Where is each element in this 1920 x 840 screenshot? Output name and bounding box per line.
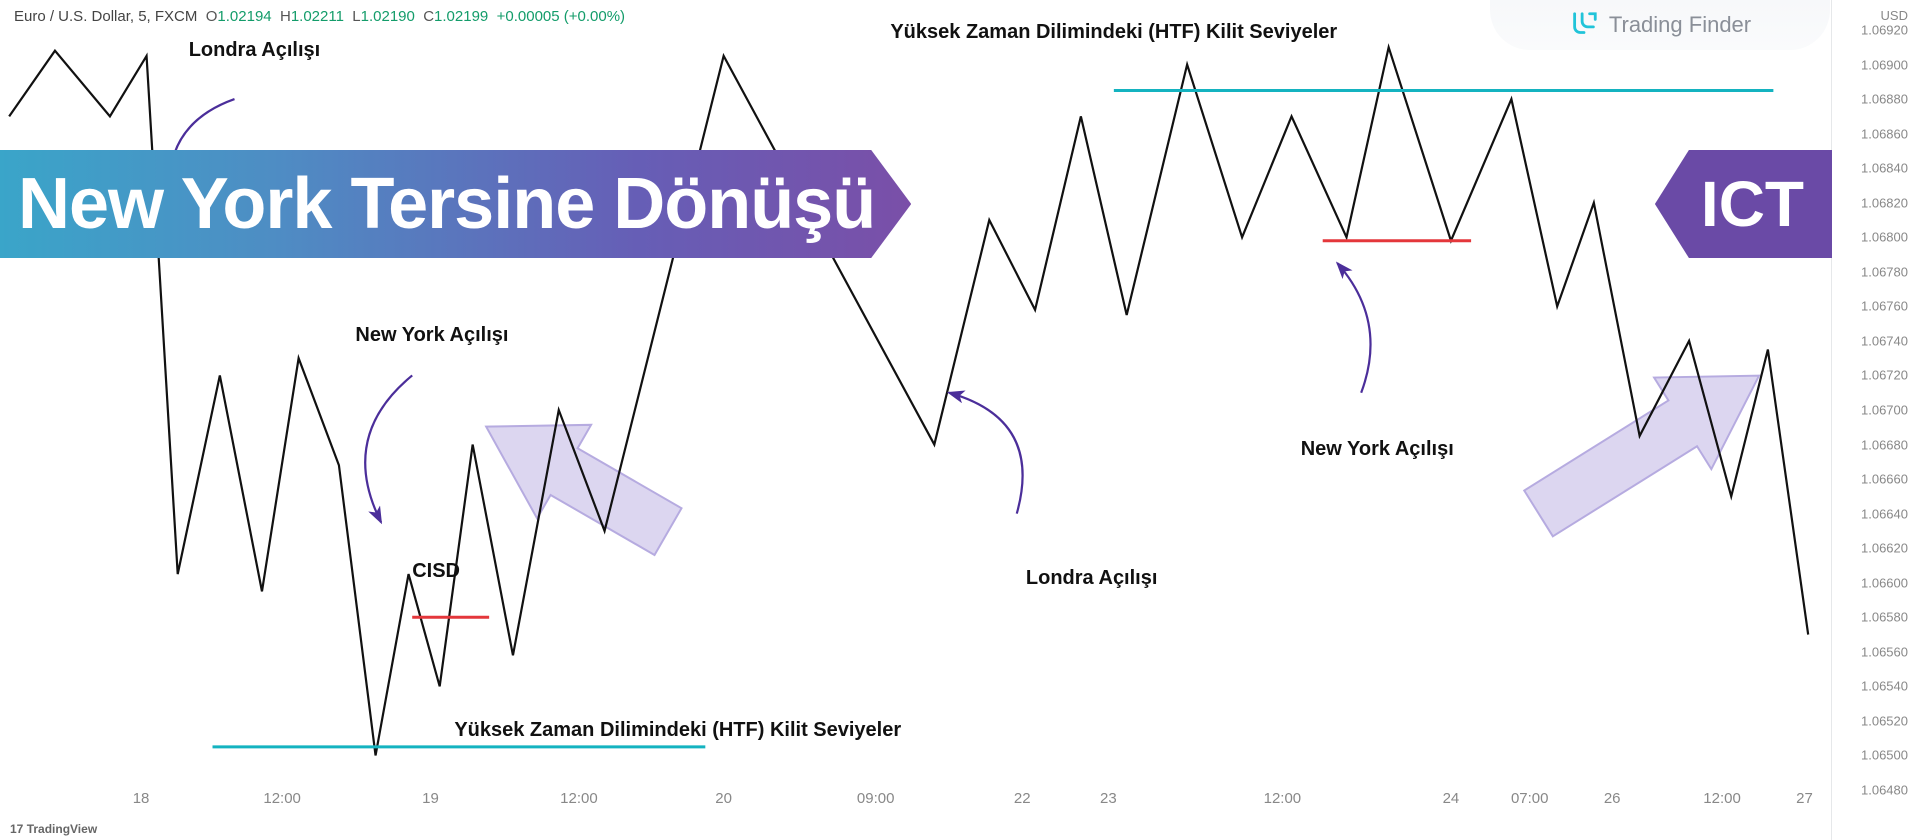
o-label: O: [206, 8, 218, 25]
x-tick: 27: [1796, 790, 1813, 807]
y-tick: 1.06520: [1861, 713, 1908, 728]
x-tick: 12:00: [263, 790, 301, 807]
x-tick: 18: [133, 790, 150, 807]
y-tick: 1.06700: [1861, 403, 1908, 418]
annotation-label: Londra Açılışı: [1026, 567, 1158, 590]
c-label: C: [423, 8, 434, 25]
annotation-label: New York Açılışı: [1301, 438, 1454, 461]
y-tick: 1.06600: [1861, 575, 1908, 590]
x-tick: 23: [1100, 790, 1117, 807]
ict-text: ICT: [1701, 167, 1804, 241]
y-tick: 1.06720: [1861, 368, 1908, 383]
l-value: 1.02190: [361, 8, 415, 25]
y-tick: 1.06820: [1861, 195, 1908, 210]
y-tick: 1.06640: [1861, 506, 1908, 521]
h-value: 1.02211: [291, 8, 344, 25]
c-value: 1.02199: [434, 8, 488, 25]
x-tick: 22: [1014, 790, 1031, 807]
plot-svg: [0, 30, 1832, 790]
symbol-header: Euro / U.S. Dollar, 5, FXCM O1.02194 H1.…: [14, 8, 625, 25]
plot-area: Londra Açılışı New York Açılışı CISD Yüksek…: [0, 30, 1832, 790]
x-tick: 09:00: [857, 790, 895, 807]
y-tick: 1.06480: [1861, 783, 1908, 798]
ghost-arrow: [486, 425, 681, 555]
tradingview-watermark: 17 TradingView: [10, 822, 97, 836]
h-label: H: [280, 8, 291, 25]
callout-arrow: [365, 375, 412, 522]
l-label: L: [352, 8, 360, 25]
symbol-text: Euro / U.S. Dollar, 5, FXCM: [14, 8, 197, 25]
title-text: New York Tersine Dönüşü: [18, 163, 875, 245]
y-tick: 1.06680: [1861, 437, 1908, 452]
y-tick: 1.06500: [1861, 748, 1908, 763]
y-tick: 1.06660: [1861, 472, 1908, 487]
x-tick: 12:00: [1703, 790, 1741, 807]
callout-arrow: [1337, 263, 1370, 393]
annotation-label: Yüksek Zaman Dilimindeki (HTF) Kilit Sev…: [454, 719, 901, 742]
title-banner: New York Tersine Dönüşü: [0, 150, 911, 258]
y-axis: USD 1.06920 1.06900 1.06880 1.06860 1.06840 1…: [1831, 0, 1920, 840]
y-tick: 1.06580: [1861, 610, 1908, 625]
x-tick: 26: [1604, 790, 1621, 807]
x-axis: 18 12:00 19 12:00 20 09:00 22 23 12:00 24 07:00 26 1…: [0, 790, 1832, 818]
annotation-label: CISD: [412, 560, 460, 583]
y-tick: 1.06760: [1861, 299, 1908, 314]
y-tick: 1.06780: [1861, 264, 1908, 279]
y-axis-header: USD: [1881, 8, 1908, 23]
x-tick: 20: [715, 790, 732, 807]
y-tick: 1.06740: [1861, 333, 1908, 348]
y-tick: 1.06880: [1861, 92, 1908, 107]
callout-arrow: [949, 393, 1023, 514]
x-tick: 19: [422, 790, 439, 807]
ict-badge: ICT: [1655, 150, 1832, 258]
y-tick: 1.06920: [1861, 23, 1908, 38]
x-tick: 24: [1443, 790, 1460, 807]
y-tick: 1.06620: [1861, 541, 1908, 556]
x-tick: 07:00: [1511, 790, 1549, 807]
annotation-label: Londra Açılışı: [189, 39, 321, 62]
y-tick: 1.06840: [1861, 161, 1908, 176]
x-tick: 12:00: [1264, 790, 1302, 807]
y-tick: 1.06900: [1861, 57, 1908, 72]
change-value: +0.00005 (+0.00%): [497, 8, 625, 25]
o-value: 1.02194: [217, 8, 271, 25]
annotation-label: New York Açılışı: [355, 324, 508, 347]
y-tick: 1.06540: [1861, 679, 1908, 694]
ghost-arrow: [1524, 376, 1759, 537]
x-tick: 12:00: [560, 790, 598, 807]
y-tick: 1.06860: [1861, 126, 1908, 141]
chart-root: Euro / U.S. Dollar, 5, FXCM O1.02194 H1.…: [0, 0, 1920, 840]
y-tick: 1.06800: [1861, 230, 1908, 245]
y-tick: 1.06560: [1861, 644, 1908, 659]
annotation-label: Yüksek Zaman Dilimindeki (HTF) Kilit Sev…: [890, 21, 1337, 44]
